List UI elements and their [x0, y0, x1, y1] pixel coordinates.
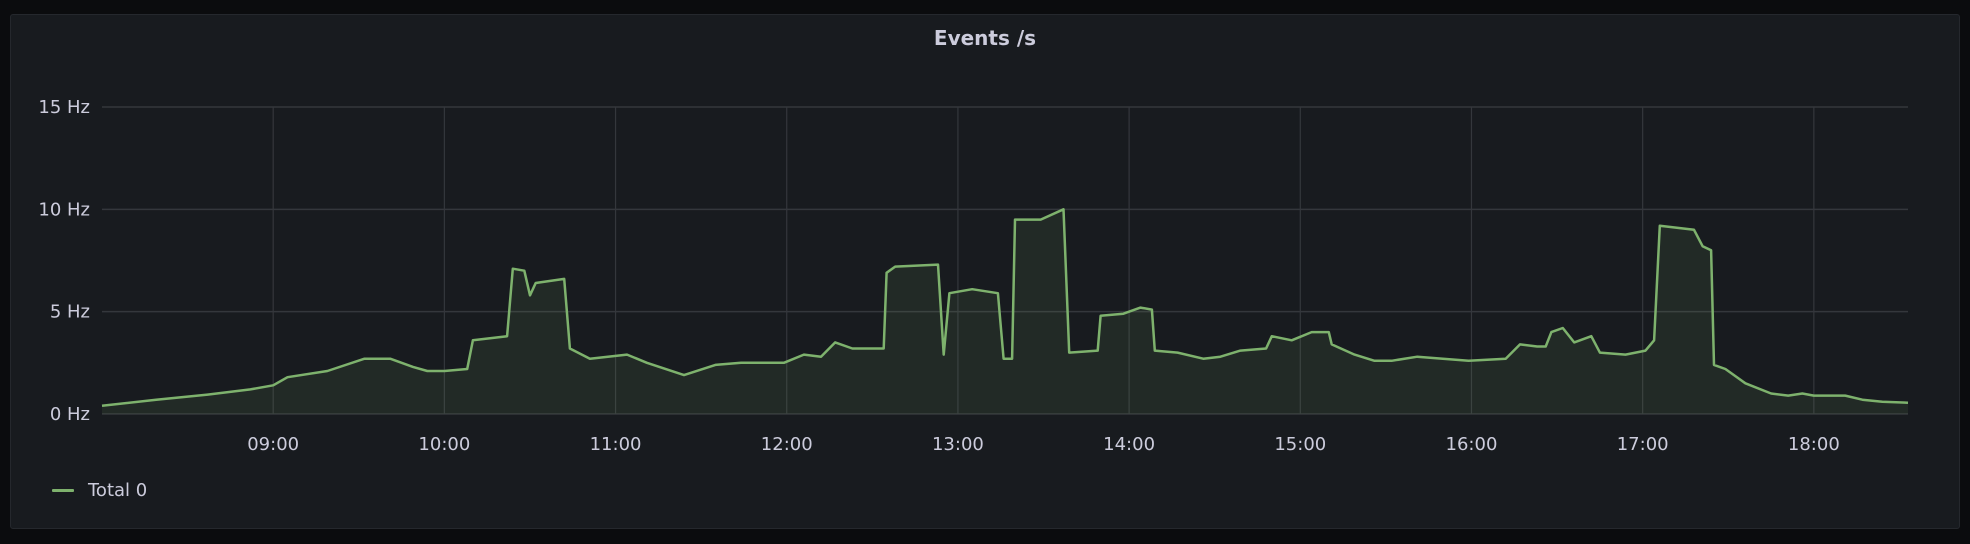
x-tick-label: 15:00: [1274, 434, 1326, 455]
y-tick-label: 15 Hz: [38, 97, 90, 118]
x-tick-label: 13:00: [932, 434, 984, 455]
y-axis: 0 Hz 5 Hz 10 Hz 15 Hz: [38, 97, 90, 425]
chart-panel: [10, 14, 1960, 529]
legend-item-total-0[interactable]: Total 0: [52, 480, 147, 501]
series-area-total-0: [102, 209, 1908, 414]
x-tick-label: 16:00: [1446, 434, 1498, 455]
x-axis: 09:00 10:00 11:00 12:00 13:00 14:00 15:00 16:00…: [247, 434, 1840, 455]
grid: [102, 106, 1908, 415]
chart-title: Events /s: [933, 26, 1037, 50]
x-tick-label: 14:00: [1103, 434, 1155, 455]
x-tick-label: 17:00: [1617, 434, 1669, 455]
y-tick-label: 0 Hz: [50, 404, 90, 425]
y-tick-label: 10 Hz: [38, 199, 90, 220]
legend-swatch: [52, 489, 74, 492]
legend-label: Total 0: [88, 480, 148, 501]
y-tick-label: 5 Hz: [50, 302, 90, 323]
x-tick-label: 12:00: [761, 434, 813, 455]
x-tick-label: 10:00: [418, 434, 470, 455]
series-line-total-0: [101, 208, 1909, 408]
x-tick-label: 18:00: [1788, 434, 1840, 455]
x-tick-label: 09:00: [247, 434, 299, 455]
x-tick-label: 11:00: [590, 434, 642, 455]
